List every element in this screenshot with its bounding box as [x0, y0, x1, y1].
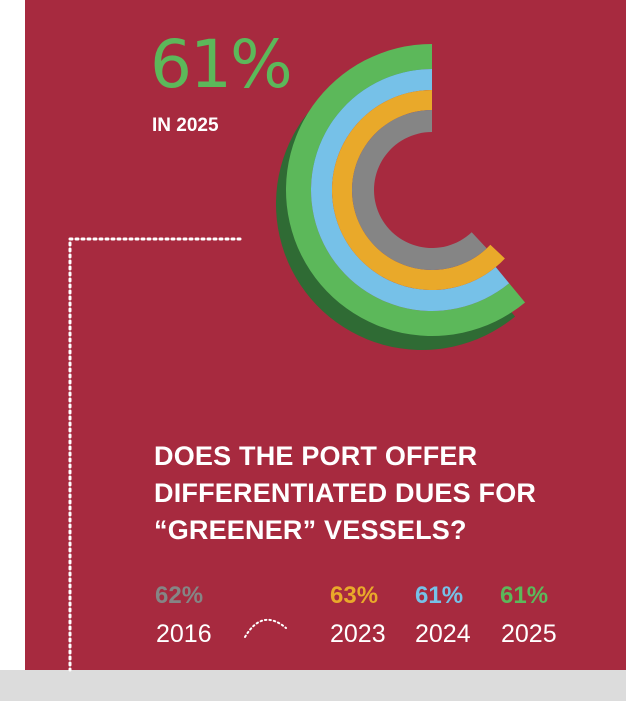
headline-year: IN 2025	[152, 115, 219, 136]
legend-year-2024: 2024	[415, 620, 471, 648]
question-line-1: DOES THE PORT OFFER	[154, 441, 478, 471]
legend-year-2016: 2016	[156, 620, 212, 648]
legend-value-2025: 61%	[500, 582, 549, 609]
question-line-2: DIFFERENTIATED DUES FOR	[154, 478, 537, 508]
question-title: DOES THE PORT OFFER DIFFERENTIATED DUES …	[154, 438, 614, 549]
headline-percent: 61%	[150, 26, 293, 103]
question-line-3: “GREENER” VESSELS?	[154, 515, 467, 545]
legend-value-2023: 63%	[330, 582, 379, 609]
arc-2016	[351, 110, 487, 270]
legend-value-2024: 61%	[415, 582, 464, 609]
arc-2024	[310, 69, 510, 311]
arc-2023	[331, 90, 505, 290]
page-footer-strip	[0, 670, 626, 701]
legend-value-2016: 62%	[155, 582, 204, 609]
legend-year-2025: 2025	[501, 620, 557, 648]
arc-2025	[285, 44, 526, 336]
legend-year-2023: 2023	[330, 620, 386, 648]
legend-dotted-arc	[244, 618, 287, 638]
connector-dotted-line	[68, 237, 242, 672]
arcs-group	[275, 44, 526, 350]
